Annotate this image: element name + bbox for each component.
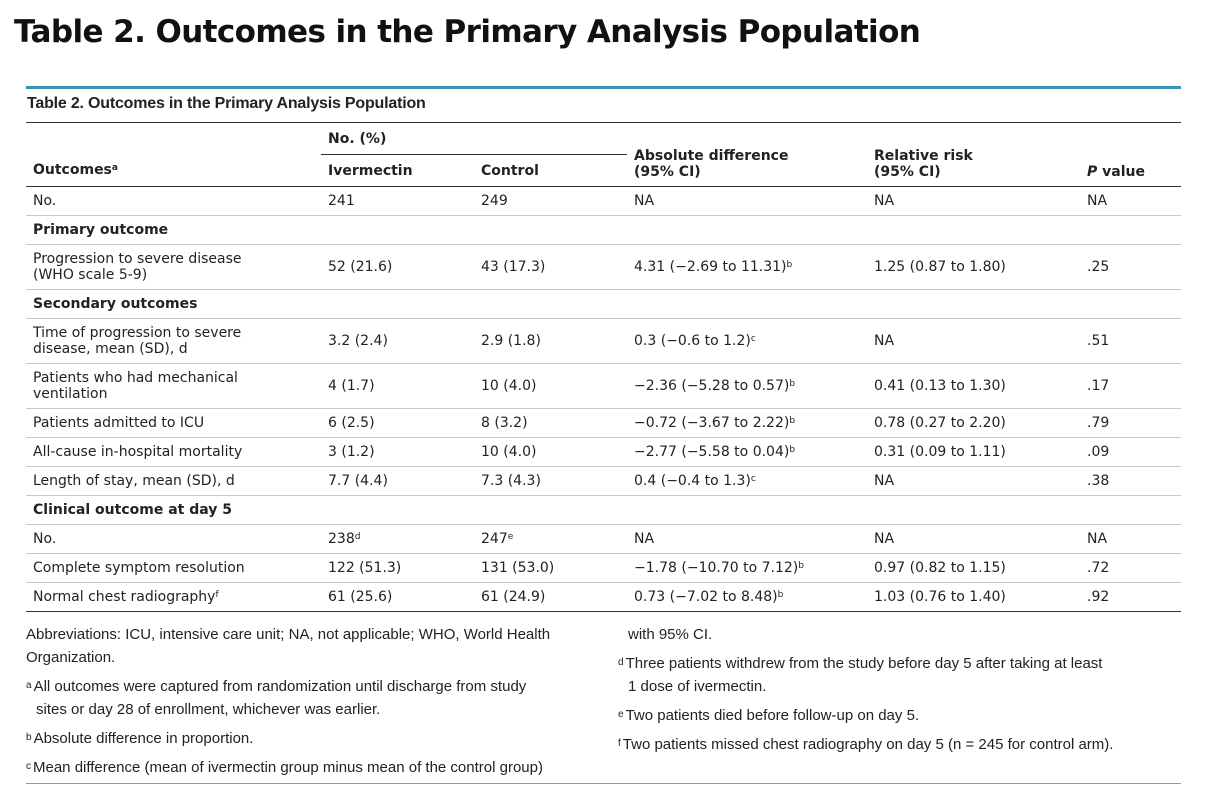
table-row: Patients admitted to ICU 6 (2.5) 8 (3.2)… xyxy=(26,408,1182,438)
outcomes-header: Outcomesa xyxy=(26,154,321,187)
table-row: No. 241 249 NA NA NA xyxy=(26,186,1182,216)
footnote-f: f Two patients missed chest radiography o… xyxy=(618,736,1114,753)
control-header: Control xyxy=(474,154,628,187)
rr-header: Relative risk (95% CI) xyxy=(867,122,1081,187)
group-header: No. (%) xyxy=(321,122,628,155)
accent-bar xyxy=(26,86,1181,89)
table-row: Length of stay, mean (SD), d 7.7 (4.4) 7… xyxy=(26,466,1182,496)
section-header-primary: Primary outcome xyxy=(26,215,1182,245)
footnote-c: c Mean difference (mean of ivermectin gro… xyxy=(26,759,543,776)
table-row: Complete symptom resolution 122 (51.3) 1… xyxy=(26,553,1182,583)
page-title: Table 2. Outcomes in the Primary Analysi… xyxy=(14,14,921,50)
footnote-a: a All outcomes were captured from randomi… xyxy=(26,678,527,718)
table-row: Patients who had mechanical ventilation 4… xyxy=(26,363,1182,409)
section-header-day5: Clinical outcome at day 5 xyxy=(26,495,1182,525)
table-caption: Table 2. Outcomes in the Primary Analysi… xyxy=(27,95,426,112)
bottom-rule xyxy=(26,783,1181,784)
footnote-abbreviations: Abbreviations: ICU, intensive care unit;… xyxy=(26,626,551,666)
table-row: All-cause in-hospital mortality 3 (1.2) … xyxy=(26,437,1182,467)
table-row: Time of progression to severe disease, me… xyxy=(26,318,1182,364)
footnote-d: d Three patients withdrew from the study … xyxy=(618,655,1103,695)
p-header: P value xyxy=(1080,122,1182,187)
absdiff-header: Absolute difference (95% CI) xyxy=(627,122,868,187)
footnotes-right: with 95% CI. d Three patients withdrew fr… xyxy=(618,623,1178,762)
footnote-e: e Two patients died before follow-up on d… xyxy=(618,707,920,724)
footnotes-left: Abbreviations: ICU, intensive care unit;… xyxy=(26,623,606,785)
table-row: Progression to severe disease (WHO scale … xyxy=(26,244,1182,290)
table-header: No. (%) Absolute difference (95% CI) Rel… xyxy=(26,122,1182,187)
footnote-b: b Absolute difference in proportion. xyxy=(26,730,254,747)
footnote-c-continued: with 95% CI. xyxy=(628,626,713,643)
section-header-secondary: Secondary outcomes xyxy=(26,289,1182,319)
table-row: No. 238d 247e NA NA NA xyxy=(26,524,1182,554)
table-row: Normal chest radiographyf 61 (25.6) 61 (… xyxy=(26,582,1182,612)
ivermectin-header: Ivermectin xyxy=(321,154,474,187)
outcomes-table: No. (%) Absolute difference (95% CI) Rel… xyxy=(26,122,1182,612)
